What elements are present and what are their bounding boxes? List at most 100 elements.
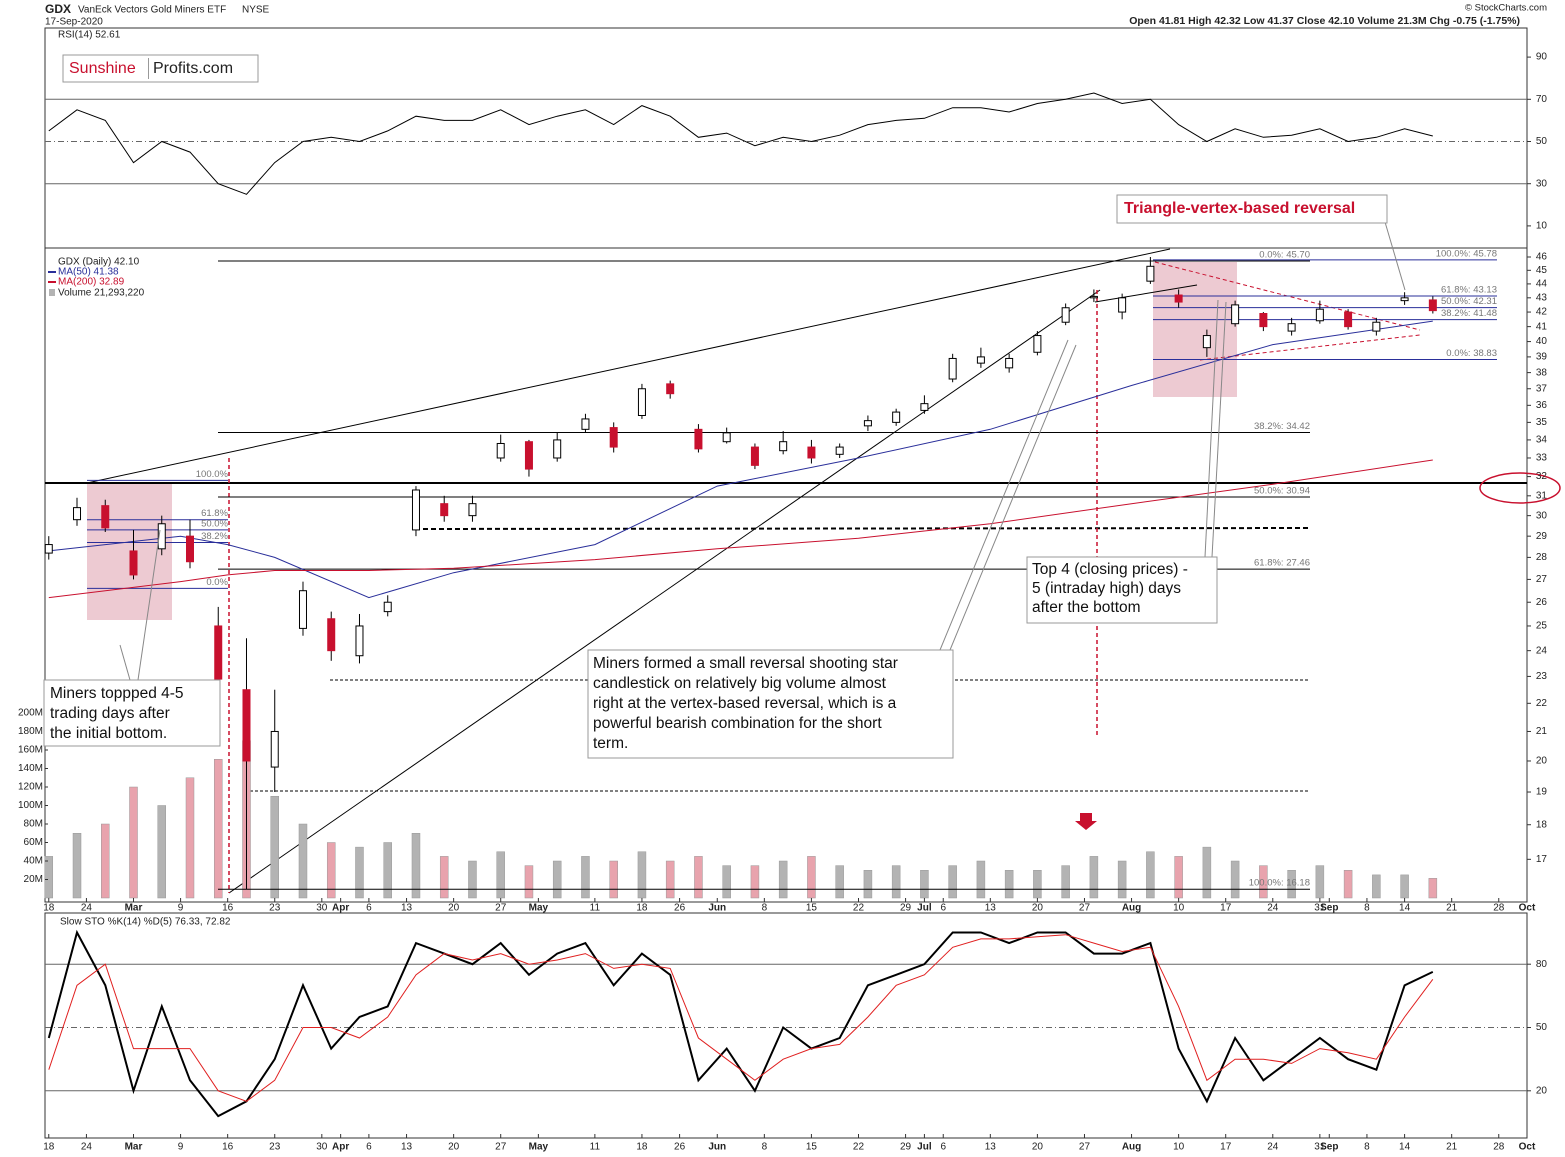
x-tick-label: Jul [917, 903, 932, 914]
volume-bar [213, 759, 223, 899]
x-tick-label: May [529, 903, 549, 914]
y2-tick-label: 160M [18, 745, 43, 756]
x-tick-label: 28 [1493, 1142, 1505, 1153]
arrow [1075, 813, 1097, 830]
fib-label: 61.8% [201, 508, 228, 519]
x-tick-label: 23 [269, 1142, 281, 1153]
y-tick-label: 20 [1536, 1085, 1548, 1096]
fib-label: 38.2%: 41.48 [1441, 308, 1497, 319]
volume-bar [1287, 870, 1296, 899]
panel-title: RSI(14) 52.61 [58, 30, 121, 41]
candle-body [1146, 265, 1155, 282]
y-tick-label: 50 [1536, 136, 1548, 147]
volume-bar [1428, 878, 1438, 899]
volume-bar [468, 860, 477, 899]
fib-label: 0.0%: 38.83 [1446, 348, 1497, 359]
candle-body [1315, 308, 1324, 322]
annotation-box [1026, 556, 1218, 624]
candle-body [948, 357, 957, 380]
x-tick-label: 13 [985, 903, 997, 914]
x-tick-label: 17 [1220, 903, 1232, 914]
x-tick-label: 17 [1220, 1142, 1232, 1153]
y-tick-label: 25 [1536, 621, 1548, 632]
moving-average [48, 459, 1433, 599]
callout-line [1204, 299, 1219, 558]
indicator-line [48, 934, 1434, 1102]
x-tick-label: 13 [401, 903, 413, 914]
y-tick-label: 23 [1536, 671, 1548, 682]
annotation-text: powerful bearish combination for the sho… [593, 715, 882, 732]
y-tick-label: 18 [1536, 819, 1548, 830]
y-tick-label: 28 [1536, 552, 1548, 563]
y-tick-label: 30 [1536, 178, 1548, 189]
volume-bar [270, 796, 279, 899]
candle-body [129, 550, 138, 576]
candle-body [892, 411, 901, 423]
copyright: © StockCharts.com [1465, 3, 1547, 14]
x-tick-label: 15 [806, 1142, 818, 1153]
volume-bar [1061, 865, 1070, 899]
y-tick-label: 19 [1536, 787, 1548, 798]
volume-bar [948, 865, 957, 899]
x-tick-label: Aug [1122, 903, 1141, 914]
candle-body [524, 441, 533, 470]
y-tick-label: 26 [1536, 597, 1548, 608]
fib-label: 0.0%: 45.70 [1259, 249, 1310, 260]
annotation-text: candlestick on relatively big volume alm… [593, 675, 887, 692]
x-tick-label: 6 [940, 903, 946, 914]
candle-body [157, 523, 166, 550]
x-tick-label: 24 [1267, 903, 1279, 914]
y-tick-label: 37 [1536, 383, 1548, 394]
x-tick-label: 13 [401, 1142, 413, 1153]
legend-swatch [49, 289, 55, 296]
annotation-text: after the bottom [1032, 599, 1141, 616]
fib-label: 38.2% [201, 531, 228, 542]
callout-line [119, 644, 131, 681]
x-tick-label: 6 [366, 1142, 372, 1153]
volume-bar [976, 860, 986, 899]
fib-label: 50.0%: 30.94 [1254, 485, 1310, 496]
volume-bar [665, 860, 675, 899]
plot-layer [45, 248, 1561, 894]
volume-bar [411, 833, 421, 899]
candle-body [1400, 297, 1409, 302]
annotation-text: the initial bottom. [50, 725, 167, 742]
x-tick-label: 27 [1079, 1142, 1091, 1153]
y-tick-label: 24 [1536, 645, 1548, 656]
volume-bar [1117, 860, 1127, 899]
x-tick-label: Sep [1320, 903, 1338, 914]
candle-body [1061, 307, 1070, 323]
fib-label: 38.2%: 34.42 [1254, 421, 1310, 432]
fib-label: 50.0%: 42.31 [1441, 296, 1497, 307]
volume-bar [694, 856, 703, 899]
volume-bar [326, 842, 336, 899]
candle-body [1118, 297, 1127, 313]
candle-body [1033, 335, 1042, 353]
x-tick-label: 16 [222, 903, 234, 914]
x-tick-label: 9 [178, 1142, 184, 1153]
y2-tick-label: 80M [24, 819, 43, 830]
y2-tick-label: 140M [18, 763, 43, 774]
candle-body [722, 432, 731, 443]
x-tick-label: Apr [332, 1142, 349, 1153]
candle-body [750, 446, 759, 466]
x-tick-label: 20 [1032, 903, 1044, 914]
fib-label: 100.0% [196, 469, 229, 480]
volume-bar [1259, 865, 1268, 899]
candle-body [1344, 311, 1353, 328]
volume-bar [722, 865, 731, 899]
annotation-text: 5 (intraday high) days [1032, 580, 1181, 597]
volume-bar [101, 823, 110, 899]
callout-line [1211, 301, 1227, 558]
volume-bar [1146, 851, 1155, 899]
annotation-text: right at the vertex-based reversal, whic… [593, 695, 897, 712]
annotation-text: Top 4 (closing prices) - [1032, 561, 1188, 578]
volume-bar [1174, 856, 1183, 899]
candle-body [1231, 304, 1240, 325]
y-tick-label: 21 [1536, 726, 1548, 737]
candle-body [44, 544, 53, 554]
candle-body [496, 442, 505, 459]
volume-bar [863, 870, 873, 899]
x-tick-label: 8 [1364, 903, 1370, 914]
